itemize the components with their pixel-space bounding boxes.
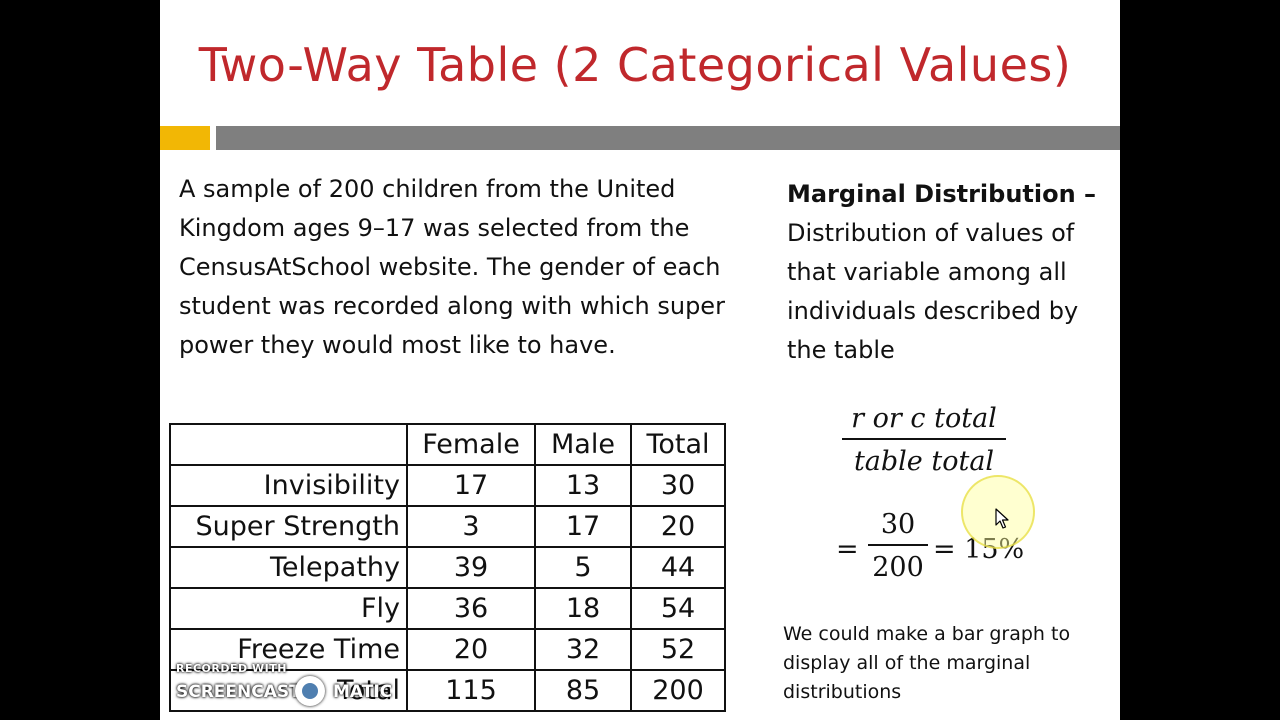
cell-total: 30 (630, 464, 726, 507)
marginal-definition-text: Distribution of values of that variable … (787, 219, 1079, 364)
row-label: Fly (169, 587, 408, 630)
table-row: Freeze Time 20 32 52 (169, 628, 726, 671)
formula-denominator: table total (853, 446, 995, 477)
watermark-brand-right: MATIC (333, 682, 393, 702)
cell-total: 44 (630, 546, 726, 589)
cell-total: 20 (630, 505, 726, 548)
cell-male: 13 (534, 464, 632, 507)
cell-female: 17 (406, 464, 536, 507)
cursor-arrow-icon (995, 508, 1009, 529)
row-label: Freeze Time (169, 628, 408, 671)
header-male: Male (534, 423, 632, 466)
example-denominator: 200 (872, 552, 924, 583)
cell-total: 54 (630, 587, 726, 630)
cell-female: 36 (406, 587, 536, 630)
row-label: Invisibility (169, 464, 408, 507)
formula-fraction: r or c total table total (842, 400, 1006, 484)
cell-female: 39 (406, 546, 536, 589)
watermark-brand-left: SCREENCAST (176, 682, 301, 702)
cell-total: 52 (630, 628, 726, 671)
slide-title: Two-Way Table (2 Categorical Values) (198, 38, 1072, 92)
equals-sign: = (836, 534, 859, 565)
cell-male: 17 (534, 505, 632, 548)
table-corner-cell (169, 423, 408, 466)
intro-paragraph: A sample of 200 children from the United… (179, 175, 725, 359)
header-total: Total (630, 423, 726, 466)
watermark-recorded-with: RECORDED WITH (176, 662, 287, 675)
cell-male: 85 (534, 669, 632, 712)
bar-graph-note: We could make a bar graph to display all… (783, 623, 1071, 703)
accent-bar-gold (160, 126, 210, 150)
table-row: Telepathy 39 5 44 (169, 546, 726, 589)
formula-numerator: r or c total (842, 400, 1006, 440)
cell-female: 115 (406, 669, 536, 712)
two-way-table: Female Male Total Invisibility 17 13 30 … (169, 423, 726, 712)
marginal-heading: Marginal Distribution – (787, 180, 1097, 208)
cell-female: 20 (406, 628, 536, 671)
example-fraction: 30 200 (868, 506, 928, 590)
cell-male: 5 (534, 546, 632, 589)
cell-male: 32 (534, 628, 632, 671)
slide: Two-Way Table (2 Categorical Values) A s… (160, 0, 1120, 720)
table-row: Super Strength 3 17 20 (169, 505, 726, 548)
cell-male: 18 (534, 587, 632, 630)
table-total-row: Total 115 85 200 (169, 669, 726, 712)
row-label: Super Strength (169, 505, 408, 548)
accent-bar-gray (216, 126, 1120, 150)
cell-total: 200 (630, 669, 726, 712)
screencast-logo-icon (295, 676, 325, 706)
screencast-watermark: RECORDED WITH SCREENCAST MATIC (176, 660, 406, 720)
header-female: Female (406, 423, 536, 466)
row-label: Total (169, 669, 408, 712)
table-row: Invisibility 17 13 30 (169, 464, 726, 507)
table-row: Fly 36 18 54 (169, 587, 726, 630)
row-label: Telepathy (169, 546, 408, 589)
marginal-definition: Marginal Distribution – Distribution of … (787, 175, 1117, 370)
cell-female: 3 (406, 505, 536, 548)
example-numerator: 30 (868, 506, 928, 546)
table-header-row: Female Male Total (169, 423, 726, 466)
